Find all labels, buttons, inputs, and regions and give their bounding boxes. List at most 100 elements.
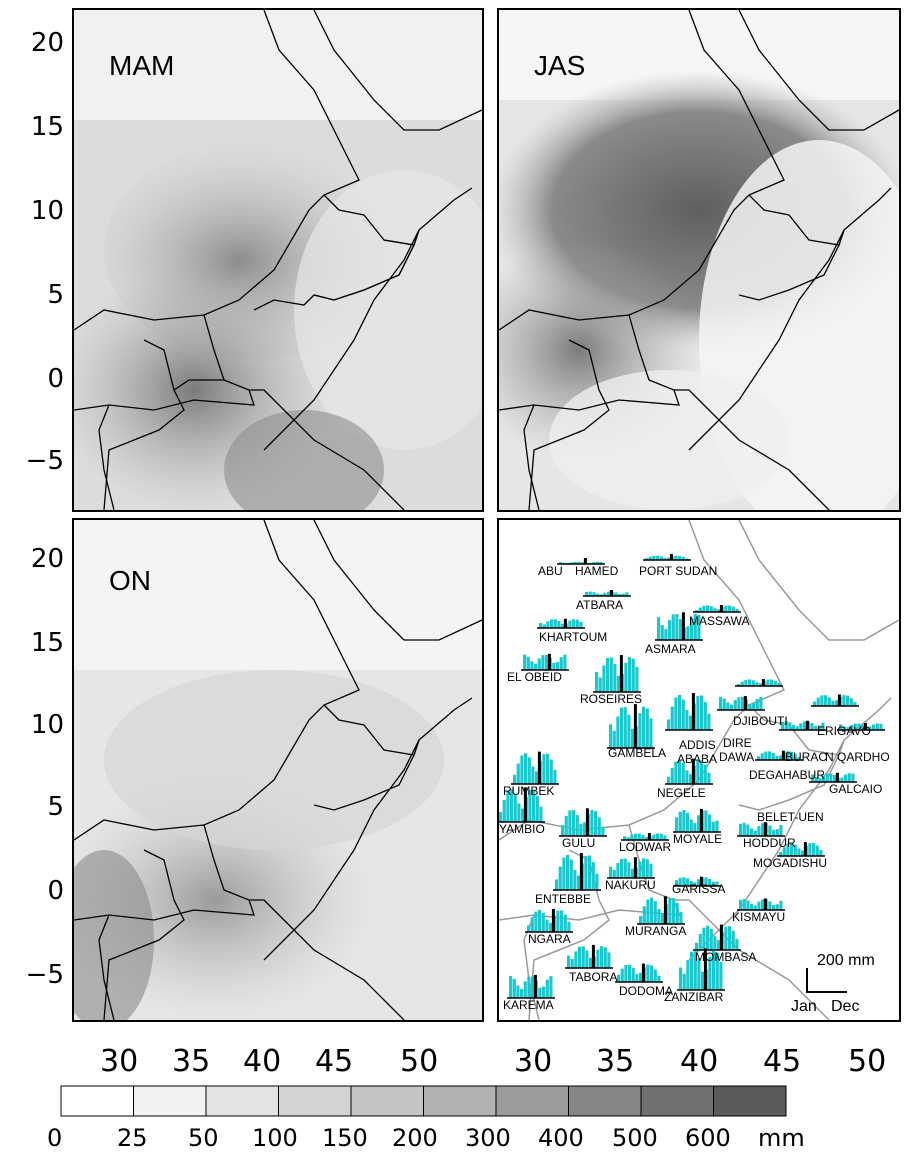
colorbar-swatch	[713, 1085, 787, 1117]
y-tick: 20	[30, 544, 64, 574]
station-map-panel: 200 mm Jan Dec ABU HAMED PORT SUDAN ATBARA M…	[497, 518, 901, 1022]
station-histogram	[777, 842, 825, 857]
station-histogram	[811, 694, 859, 707]
colorbar-label: 100	[252, 1124, 298, 1152]
station-histogram	[583, 590, 631, 597]
y-tick: −5	[25, 960, 64, 990]
x-tick: 50	[848, 1044, 887, 1079]
station-histogram	[511, 751, 559, 785]
map-panel-mam: MAM	[72, 8, 484, 512]
station-label: EL OBEID	[507, 670, 562, 684]
y-tick: 15	[30, 628, 64, 658]
x-tick: 45	[763, 1044, 802, 1079]
station-label: MOYALE	[673, 832, 723, 846]
y-tick: 0	[47, 364, 64, 394]
station-label: GULU	[562, 836, 596, 850]
colorbar-swatch	[423, 1085, 497, 1117]
station-histogram	[499, 787, 545, 823]
station-histogram	[677, 948, 725, 991]
station-label: PORT SUDAN	[639, 564, 718, 578]
station-label: BELET-UEN	[757, 810, 824, 824]
colorbar-swatch	[205, 1085, 279, 1117]
station-label: DEGAHABUR	[749, 768, 826, 782]
station-label: KAREMA	[503, 998, 554, 1012]
station-label: KISMAYU	[732, 910, 786, 924]
station-histogram	[655, 612, 703, 641]
station-histogram	[737, 898, 785, 911]
colorbar-label: 200	[392, 1124, 438, 1152]
station-histogram	[559, 808, 607, 837]
station-histogram	[607, 857, 655, 879]
x-tick: 50	[400, 1044, 439, 1079]
y-tick: 15	[30, 112, 64, 142]
scale-start-label: Jan	[791, 998, 817, 1015]
colorbar-swatch	[133, 1085, 207, 1117]
station-label: GALCAIO	[829, 782, 883, 796]
station-label: ASMARA	[645, 642, 696, 656]
station-histogram	[621, 833, 669, 841]
x-tick: 35	[172, 1044, 211, 1079]
y-tick: 0	[47, 876, 64, 906]
station-label: NAKURU	[605, 878, 656, 892]
station-label: MURANGA	[625, 924, 687, 938]
station-label: ADDIS	[679, 738, 716, 752]
station-borders	[499, 520, 899, 1020]
station-histogram	[717, 696, 765, 711]
borders-jas	[499, 10, 899, 510]
colorbar-unit: mm	[758, 1124, 805, 1152]
colorbar-swatch	[60, 1085, 134, 1117]
x-tick: 40	[243, 1044, 282, 1079]
station-label: DIRE	[723, 736, 752, 750]
rainfall-map-jas	[499, 10, 899, 510]
colorbar	[60, 1085, 787, 1117]
colorbar-swatch	[278, 1085, 352, 1117]
station-label: DODOMA	[619, 984, 673, 998]
station-label: MOGADISHU	[753, 856, 828, 870]
station-histogram	[643, 554, 691, 561]
station-histogram	[565, 944, 613, 969]
borders-on	[74, 520, 482, 1020]
station-label: BURAO	[785, 750, 828, 764]
rainfall-map-on	[74, 520, 482, 1020]
station-histogram	[537, 618, 585, 629]
colorbar-swatch	[350, 1085, 424, 1117]
station-histogram	[637, 896, 685, 925]
x-tick: 30	[514, 1044, 553, 1079]
colorbar-label: 400	[538, 1124, 584, 1152]
y-tick: 20	[30, 28, 64, 58]
y-tick: 10	[30, 710, 64, 740]
y-tick: 5	[47, 792, 64, 822]
station-label: ZANZIBAR	[664, 990, 724, 1004]
station-label: ABABA	[677, 752, 718, 766]
colorbar-label: 150	[322, 1124, 368, 1152]
y-tick: 10	[30, 196, 64, 226]
station-label: ENTEBBE	[535, 892, 592, 906]
colorbar-label: 50	[188, 1124, 219, 1152]
station-label: RUMBEK	[503, 784, 555, 798]
station-label: DAWA	[719, 750, 755, 764]
season-label-mam: MAM	[109, 50, 175, 81]
station-label: ROSEIRES	[580, 692, 643, 706]
station-histogram	[665, 758, 713, 785]
colorbar-swatch	[495, 1085, 569, 1117]
station-label: ABU	[538, 564, 563, 578]
station-histogram	[693, 605, 741, 613]
rainfall-map-mam	[74, 10, 482, 510]
station-label: TABORA	[569, 970, 618, 984]
station-histogram	[615, 963, 663, 983]
station-histogram	[673, 808, 721, 833]
station-label: ATBARA	[576, 598, 624, 612]
station-label: MASSAWA	[689, 614, 750, 628]
station-histogram	[521, 653, 569, 671]
station-label: ERIGAVO	[817, 724, 871, 738]
colorbar-swatch	[568, 1085, 642, 1117]
season-label-jas: JAS	[534, 50, 586, 81]
colorbar-label: 0	[47, 1124, 63, 1152]
station-histogram	[525, 908, 573, 933]
station-histogram	[755, 750, 803, 761]
station-label: KHARTOUM	[539, 630, 608, 644]
x-tick: 40	[680, 1044, 719, 1079]
x-tick: 30	[100, 1044, 139, 1079]
station-histogram	[553, 853, 601, 891]
station-label: MOMBASA	[695, 950, 757, 964]
